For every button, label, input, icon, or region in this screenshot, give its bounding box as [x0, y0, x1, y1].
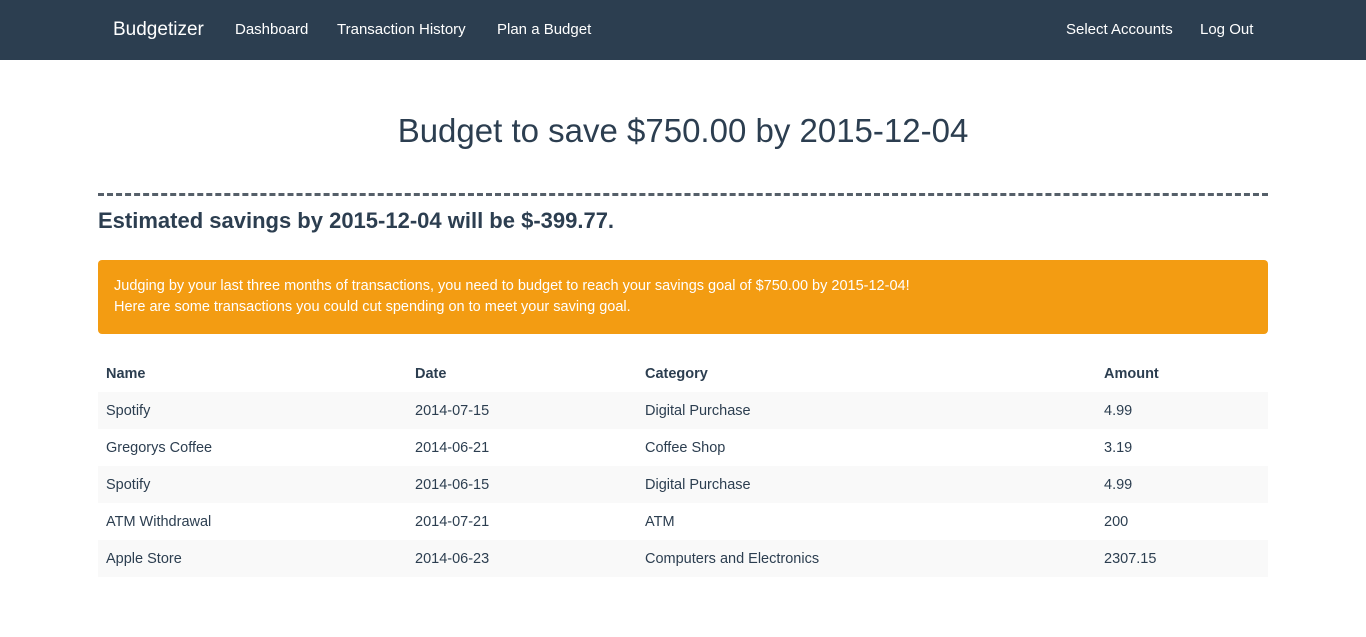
- estimated-savings-text: Estimated savings by 2015-12-04 will be …: [98, 208, 615, 233]
- top-navbar: Budgetizer Dashboard Transaction History…: [0, 0, 1366, 60]
- cell-category: Digital Purchase: [637, 392, 1096, 429]
- table-row: Spotify 2014-07-15 Digital Purchase 4.99: [98, 392, 1268, 429]
- nav-transaction-history-link[interactable]: Transaction History: [337, 21, 466, 38]
- cell-date: 2014-06-23: [407, 540, 637, 577]
- cell-name: Spotify: [98, 392, 407, 429]
- header-name: Name: [106, 365, 146, 382]
- cell-amount: 4.99: [1096, 392, 1268, 429]
- cell-name: Spotify: [98, 466, 407, 503]
- table-row: Spotify 2014-06-15 Digital Purchase 4.99: [98, 466, 1268, 503]
- transactions-table: Name Date Category Amount Spotify 2014-0…: [98, 355, 1268, 577]
- nav-plan-budget-link[interactable]: Plan a Budget: [497, 21, 592, 38]
- table-row: ATM Withdrawal 2014-07-21 ATM 200: [98, 503, 1268, 540]
- table-row: Apple Store 2014-06-23 Computers and Ele…: [98, 540, 1268, 577]
- cell-category: Coffee Shop: [645, 439, 726, 456]
- budget-warning-alert: Judging by your last three months of tra…: [98, 260, 1268, 334]
- cell-date: 2014-07-21: [415, 513, 490, 530]
- header-amount: Amount: [1104, 365, 1159, 382]
- dashed-divider: [98, 193, 1268, 196]
- nav-select-accounts-link[interactable]: Select Accounts: [1066, 21, 1173, 38]
- cell-date: 2014-06-21: [415, 439, 490, 456]
- cell-name: Gregorys Coffee: [106, 439, 213, 456]
- cell-amount: 2307.15: [1096, 540, 1268, 577]
- cell-amount: 3.19: [1104, 439, 1133, 456]
- table-header-row: Name Date Category Amount: [98, 355, 1268, 392]
- brand-link[interactable]: Budgetizer: [113, 19, 204, 40]
- alert-line-1: Judging by your last three months of tra…: [114, 278, 910, 294]
- cell-amount: 200: [1104, 513, 1129, 530]
- header-category: Category: [645, 365, 708, 382]
- header-date: Date: [415, 365, 447, 382]
- nav-log-out-link[interactable]: Log Out: [1200, 21, 1254, 38]
- cell-name: ATM Withdrawal: [106, 513, 212, 530]
- cell-name: Apple Store: [98, 540, 407, 577]
- cell-amount: 4.99: [1096, 466, 1268, 503]
- page-title: Budget to save $750.00 by 2015-12-04: [397, 112, 969, 149]
- nav-dashboard-link[interactable]: Dashboard: [235, 21, 309, 38]
- cell-date: 2014-07-15: [407, 392, 637, 429]
- alert-line-2: Here are some transactions you could cut…: [114, 299, 631, 315]
- cell-category: Digital Purchase: [637, 466, 1096, 503]
- cell-category: Computers and Electronics: [637, 540, 1096, 577]
- table-row: Gregorys Coffee 2014-06-21 Coffee Shop 3…: [98, 429, 1268, 466]
- cell-category: ATM: [645, 513, 675, 530]
- cell-date: 2014-06-15: [407, 466, 637, 503]
